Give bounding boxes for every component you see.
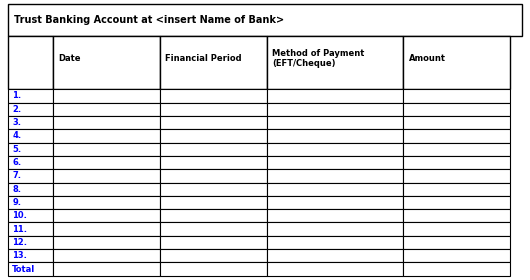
Text: 12.: 12. — [12, 238, 27, 247]
Bar — [403, 249, 510, 262]
Bar — [403, 183, 510, 196]
Bar — [403, 223, 510, 236]
Text: 2.: 2. — [12, 105, 21, 114]
Bar — [267, 156, 403, 169]
Bar — [403, 89, 510, 102]
Bar — [403, 143, 510, 156]
Bar — [403, 129, 510, 143]
Text: Method of Payment
(EFT/Cheque): Method of Payment (EFT/Cheque) — [272, 49, 365, 68]
Bar — [53, 223, 160, 236]
Bar — [160, 102, 267, 116]
Bar — [267, 169, 403, 183]
Bar — [53, 262, 160, 276]
Text: 11.: 11. — [12, 225, 27, 234]
Bar — [8, 89, 53, 102]
Bar — [403, 169, 510, 183]
Bar — [53, 102, 160, 116]
Bar — [267, 249, 403, 262]
Bar — [8, 36, 53, 89]
Bar — [267, 183, 403, 196]
Text: Date: Date — [58, 54, 81, 63]
Bar — [403, 196, 510, 209]
Text: 7.: 7. — [12, 171, 21, 180]
Bar — [160, 249, 267, 262]
Bar — [53, 89, 160, 102]
Bar — [403, 156, 510, 169]
Bar — [8, 4, 522, 36]
Bar — [8, 236, 53, 249]
Bar — [8, 156, 53, 169]
Bar — [160, 89, 267, 102]
Bar — [53, 196, 160, 209]
Bar — [160, 129, 267, 143]
Bar — [53, 156, 160, 169]
Bar — [160, 196, 267, 209]
Bar — [8, 116, 53, 129]
Bar — [8, 196, 53, 209]
Bar — [160, 143, 267, 156]
Bar — [53, 236, 160, 249]
Bar — [403, 209, 510, 223]
Bar — [267, 143, 403, 156]
Text: 9.: 9. — [12, 198, 21, 207]
Bar — [267, 102, 403, 116]
Bar — [267, 129, 403, 143]
Bar — [160, 169, 267, 183]
Bar — [267, 223, 403, 236]
Bar — [160, 116, 267, 129]
Bar — [160, 223, 267, 236]
Bar — [267, 262, 403, 276]
Text: 6.: 6. — [12, 158, 21, 167]
Text: Trust Banking Account at <insert Name of Bank>: Trust Banking Account at <insert Name of… — [14, 15, 285, 25]
Bar — [8, 183, 53, 196]
Text: 4.: 4. — [12, 131, 21, 140]
Bar — [8, 169, 53, 183]
Text: Financial Period: Financial Period — [165, 54, 242, 63]
Bar — [8, 223, 53, 236]
Bar — [403, 116, 510, 129]
Bar — [403, 262, 510, 276]
Bar — [267, 36, 403, 89]
Bar — [8, 249, 53, 262]
Bar — [160, 156, 267, 169]
Text: 1.: 1. — [12, 91, 21, 100]
Bar — [53, 209, 160, 223]
Bar — [160, 236, 267, 249]
Bar — [267, 209, 403, 223]
Bar — [53, 116, 160, 129]
Text: 8.: 8. — [12, 185, 21, 194]
Bar — [403, 36, 510, 89]
Bar — [160, 209, 267, 223]
Bar — [160, 262, 267, 276]
Bar — [403, 236, 510, 249]
Text: 5.: 5. — [12, 145, 21, 154]
Bar — [403, 102, 510, 116]
Bar — [8, 262, 53, 276]
Bar — [160, 183, 267, 196]
Bar — [53, 143, 160, 156]
Text: 3.: 3. — [12, 118, 21, 127]
Bar — [267, 236, 403, 249]
Bar — [53, 36, 160, 89]
Text: 13.: 13. — [12, 251, 27, 260]
Bar — [160, 36, 267, 89]
Bar — [53, 129, 160, 143]
Text: 10.: 10. — [12, 211, 27, 220]
Bar — [53, 249, 160, 262]
Text: Amount: Amount — [409, 54, 446, 63]
Bar — [8, 102, 53, 116]
Bar — [8, 143, 53, 156]
Bar — [267, 89, 403, 102]
Bar — [53, 183, 160, 196]
Bar — [267, 196, 403, 209]
Bar — [53, 169, 160, 183]
Bar — [8, 129, 53, 143]
Text: Total: Total — [12, 265, 36, 274]
Bar — [267, 116, 403, 129]
Bar — [8, 209, 53, 223]
